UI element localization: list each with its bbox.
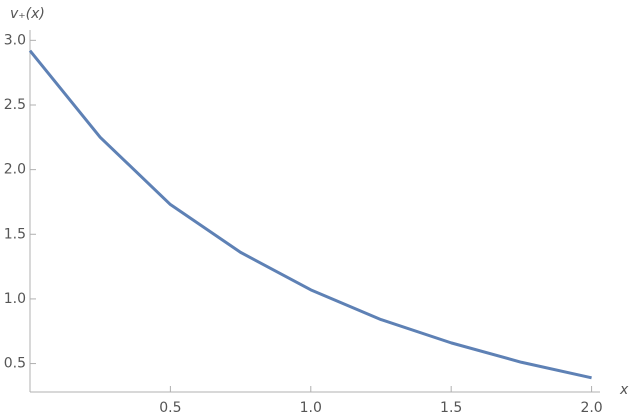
y-tick-label: 3.0 — [4, 32, 26, 48]
y-axis-label: v₊(x) — [10, 6, 45, 22]
x-tick-label: 1.5 — [440, 400, 462, 416]
x-tick-label: 2.0 — [580, 400, 602, 416]
y-tick-label: 1.5 — [4, 226, 26, 242]
y-tick-label: 2.5 — [4, 97, 26, 113]
data-line — [28, 49, 592, 380]
y-tick-label: 1.0 — [4, 291, 26, 307]
y-tick-label: 2.0 — [4, 162, 26, 178]
x-tick-label: 0.5 — [159, 400, 181, 416]
x-axis-label: x — [619, 382, 629, 398]
y-tick-label: 0.5 — [4, 356, 26, 372]
x-tick-label: 1.0 — [300, 400, 322, 416]
